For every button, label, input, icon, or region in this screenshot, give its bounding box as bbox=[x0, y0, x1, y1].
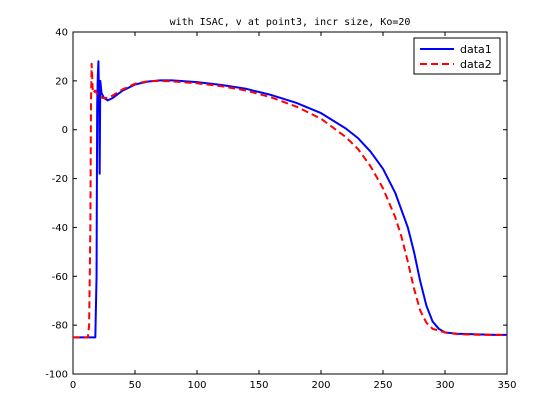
legend-label-data1: data1 bbox=[460, 43, 492, 56]
y-tick-label: 0 bbox=[62, 125, 68, 136]
x-tick-label: 200 bbox=[311, 380, 330, 391]
legend-label-data2: data2 bbox=[460, 58, 492, 71]
legend-box bbox=[413, 37, 501, 75]
x-tick-label: 100 bbox=[187, 380, 206, 391]
axes-box bbox=[72, 31, 508, 375]
x-tick-label: 0 bbox=[70, 380, 76, 391]
x-tick-label: 150 bbox=[249, 380, 268, 391]
y-tick-label: -100 bbox=[45, 370, 68, 381]
series-line-data1 bbox=[73, 60, 507, 339]
legend: data1 data2 bbox=[413, 37, 501, 75]
x-tick-label: 50 bbox=[129, 380, 142, 391]
y-tick-label: -60 bbox=[52, 272, 68, 283]
series-line-data2 bbox=[73, 62, 507, 339]
x-tick-label: 350 bbox=[497, 380, 516, 391]
y-tick-label: 20 bbox=[55, 76, 68, 87]
plot-area: 0 50 100 150 200 250 300 350 -100 -80 -60 -40 -20 0 20… bbox=[45, 28, 516, 392]
chart-title: with ISAC, v at point3, incr size, Ko=20 bbox=[170, 17, 411, 28]
y-tick-label: -40 bbox=[52, 223, 68, 234]
series-layer bbox=[73, 60, 507, 339]
x-tick-label: 300 bbox=[435, 380, 454, 391]
x-tick-label: 250 bbox=[373, 380, 392, 391]
y-tick-label: 40 bbox=[55, 28, 68, 39]
y-tick-label: -80 bbox=[52, 321, 68, 332]
y-tick-label: -20 bbox=[52, 174, 68, 185]
tick-layer: 0 50 100 150 200 250 300 350 -100 -80 -60 -40 -20 0 20… bbox=[45, 28, 516, 392]
